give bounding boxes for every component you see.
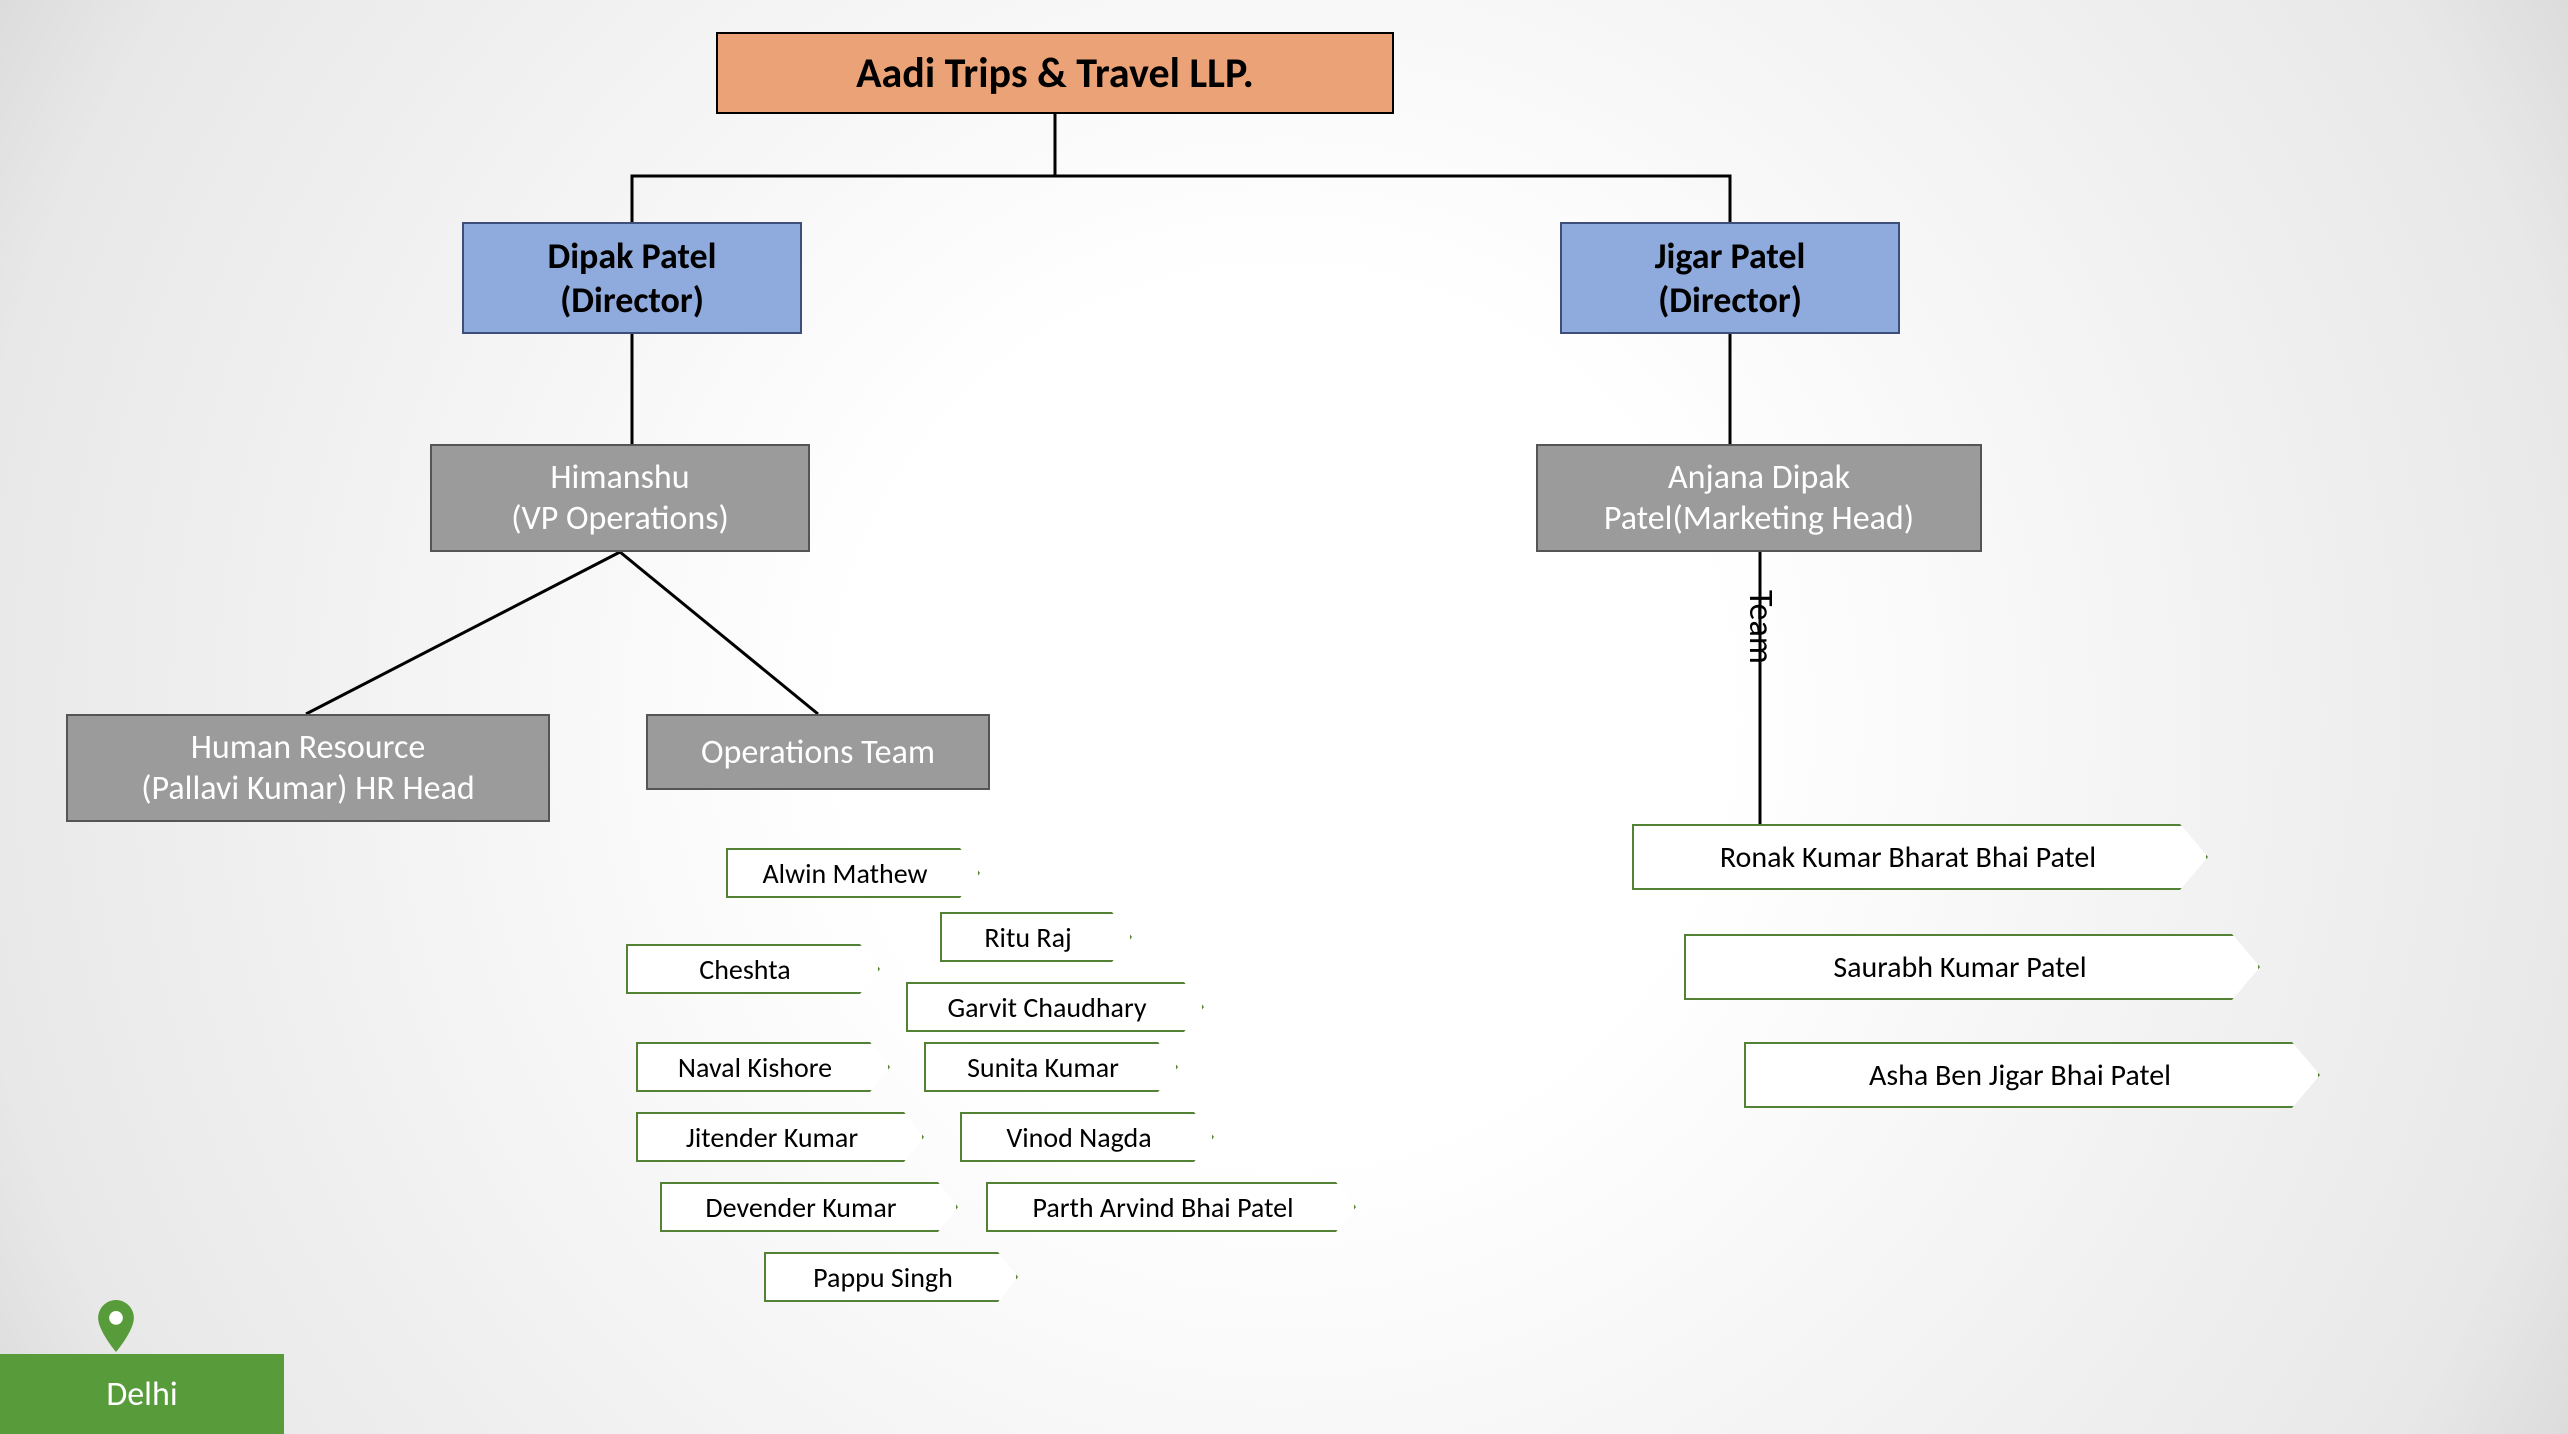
vp-name: Himanshu (511, 457, 729, 498)
ops-member: Vinod Nagda (960, 1112, 1214, 1162)
location-badge: Delhi (0, 1354, 284, 1434)
ops-member-name: Vinod Nagda (1006, 1120, 1151, 1155)
hr-line2: (Pallavi Kumar) HR Head (141, 768, 474, 809)
ops-member-name: Ritu Raj (984, 920, 1071, 955)
mkthead-name: Anjana Dipak (1604, 457, 1914, 498)
ops-member: Devender Kumar (660, 1182, 958, 1232)
mkthead-role: Patel(Marketing Head) (1604, 498, 1914, 539)
ops-member-name: Garvit Chaudhary (947, 990, 1146, 1025)
ops-member-name: Alwin Mathew (762, 856, 927, 891)
marketing-member: Asha Ben Jigar Bhai Patel (1744, 1042, 2320, 1108)
edge-vp-hr (306, 552, 620, 714)
ops-member-name: Pappu Singh (813, 1260, 953, 1295)
marketing-member-name: Ronak Kumar Bharat Bhai Patel (1720, 839, 2096, 876)
ops-member: Alwin Mathew (726, 848, 980, 898)
ops-member: Garvit Chaudhary (906, 982, 1204, 1032)
director-jigar: Jigar Patel (Director) (1560, 222, 1900, 334)
company-title-text: Aadi Trips & Travel LLP. (856, 48, 1254, 99)
ops-member-name: Jitender Kumar (686, 1120, 858, 1155)
ops-member: Parth Arvind Bhai Patel (986, 1182, 1356, 1232)
director-jigar-role: (Director) (1655, 278, 1806, 322)
hr-head: Human Resource (Pallavi Kumar) HR Head (66, 714, 550, 822)
ops-member-name: Parth Arvind Bhai Patel (1032, 1190, 1293, 1225)
ops-member: Sunita Kumar (924, 1042, 1178, 1092)
ops-member: Cheshta (626, 944, 880, 994)
edge-vp-ops (620, 552, 818, 714)
director-dipak: Dipak Patel (Director) (462, 222, 802, 334)
marketing-head: Anjana Dipak Patel(Marketing Head) (1536, 444, 1982, 552)
ops-label: Operations Team (701, 732, 935, 773)
director-jigar-name: Jigar Patel (1655, 234, 1806, 278)
director-dipak-role: (Director) (548, 278, 717, 322)
ops-member-name: Sunita Kumar (967, 1050, 1119, 1085)
ops-member: Jitender Kumar (636, 1112, 924, 1162)
team-label: Team (1740, 590, 1781, 664)
director-dipak-name: Dipak Patel (548, 234, 717, 278)
ops-member: Ritu Raj (940, 912, 1132, 962)
ops-member-name: Naval Kishore (678, 1050, 832, 1085)
marketing-member: Ronak Kumar Bharat Bhai Patel (1632, 824, 2208, 890)
team-label-text: Team (1740, 590, 1781, 664)
ops-member-name: Devender Kumar (705, 1190, 896, 1225)
company-title: Aadi Trips & Travel LLP. (716, 32, 1394, 114)
edge-company-director1 (632, 114, 1055, 222)
vp-role: (VP Operations) (511, 498, 729, 539)
marketing-member-name: Asha Ben Jigar Bhai Patel (1869, 1057, 2171, 1094)
marketing-member: Saurabh Kumar Patel (1684, 934, 2260, 1000)
ops-member-name: Cheshta (699, 952, 790, 987)
hr-line1: Human Resource (141, 727, 474, 768)
marketing-member-name: Saurabh Kumar Patel (1833, 949, 2086, 986)
location-name: Delhi (106, 1374, 177, 1415)
vp-operations: Himanshu (VP Operations) (430, 444, 810, 552)
ops-member: Pappu Singh (764, 1252, 1018, 1302)
operations-team: Operations Team (646, 714, 990, 790)
ops-member: Naval Kishore (636, 1042, 890, 1092)
edge-company-director2 (1055, 114, 1730, 222)
